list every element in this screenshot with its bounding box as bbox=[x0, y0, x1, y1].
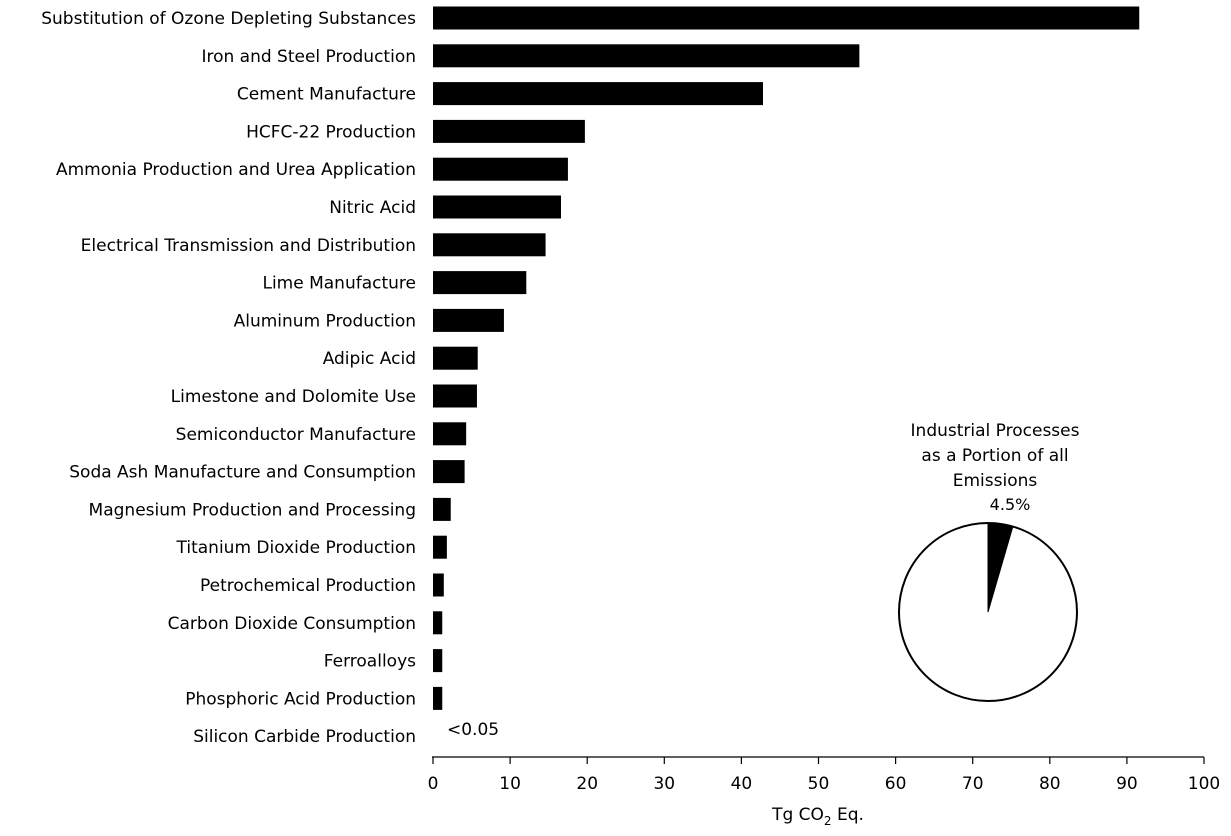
category-label-electrical-transmission-and-distribution: Electrical Transmission and Distribution bbox=[81, 236, 416, 256]
x-tick-label-0: 0 bbox=[428, 774, 439, 794]
bar-petrochemical-production bbox=[433, 573, 444, 597]
x-tick-label-40: 40 bbox=[731, 774, 753, 794]
category-label-semiconductor-manufacture: Semiconductor Manufacture bbox=[176, 425, 416, 445]
category-label-iron-and-steel-production: Iron and Steel Production bbox=[201, 47, 416, 67]
x-tick-label-20: 20 bbox=[576, 774, 598, 794]
bar-soda-ash-manufacture-and-consumption bbox=[433, 460, 465, 484]
bar-carbon-dioxide-consumption bbox=[433, 611, 443, 635]
category-label-ammonia-production-and-urea-application: Ammonia Production and Urea Application bbox=[56, 160, 416, 180]
bar-ammonia-production-and-urea-application bbox=[433, 157, 568, 181]
bar-lime-manufacture bbox=[433, 271, 527, 295]
x-tick-label-10: 10 bbox=[499, 774, 521, 794]
bar-magnesium-production-and-processing bbox=[433, 497, 451, 521]
bar-ferroalloys bbox=[433, 649, 443, 673]
x-tick-label-70: 70 bbox=[962, 774, 984, 794]
category-label-titanium-dioxide-production: Titanium Dioxide Production bbox=[176, 538, 416, 558]
bar-iron-and-steel-production bbox=[433, 44, 860, 68]
category-label-magnesium-production-and-processing: Magnesium Production and Processing bbox=[89, 500, 416, 520]
pie-title-line-1: Industrial Processes bbox=[911, 421, 1080, 441]
category-label-carbon-dioxide-consumption: Carbon Dioxide Consumption bbox=[168, 614, 416, 634]
x-axis-label: Tg CO2 Eq. bbox=[771, 805, 864, 828]
bar-phosphoric-acid-production bbox=[433, 686, 443, 710]
pie-title-line-2: as a Portion of all bbox=[921, 446, 1068, 466]
x-axis-ticks: 0 10 20 30 40 50 60 70 80 90 100 bbox=[428, 757, 1220, 794]
bar-cement-manufacture bbox=[433, 82, 763, 106]
bar-limestone-and-dolomite-use bbox=[433, 384, 477, 408]
category-label-limestone-and-dolomite-use: Limestone and Dolomite Use bbox=[171, 387, 416, 407]
x-tick-label-30: 30 bbox=[653, 774, 675, 794]
x-tick-label-80: 80 bbox=[1039, 774, 1061, 794]
category-label-substitution-of-ozone-depleting-substances: Substitution of Ozone Depleting Substanc… bbox=[41, 9, 416, 29]
pie-slices bbox=[898, 522, 1078, 702]
bar-nitric-acid bbox=[433, 195, 561, 219]
bar-annotations: <0.05 bbox=[447, 720, 499, 740]
category-label-petrochemical-production: Petrochemical Production bbox=[200, 576, 416, 596]
category-label-hcfc-22-production: HCFC-22 Production bbox=[246, 122, 416, 142]
category-label-nitric-acid: Nitric Acid bbox=[329, 198, 416, 218]
bar-aluminum-production bbox=[433, 308, 504, 332]
category-label-soda-ash-manufacture-and-consumption: Soda Ash Manufacture and Consumption bbox=[69, 463, 416, 483]
category-label-lime-manufacture: Lime Manufacture bbox=[262, 274, 416, 294]
category-labels: Substitution of Ozone Depleting Substanc… bbox=[41, 9, 416, 747]
pie-slice-label: 4.5% bbox=[990, 495, 1031, 514]
bar-chart bbox=[433, 6, 1140, 710]
category-label-adipic-acid: Adipic Acid bbox=[323, 349, 416, 369]
pie-slice-0 bbox=[987, 522, 1014, 613]
category-label-ferroalloys: Ferroalloys bbox=[324, 652, 416, 672]
bar-adipic-acid bbox=[433, 346, 478, 370]
bar-electrical-transmission-and-distribution bbox=[433, 233, 546, 257]
category-label-phosphoric-acid-production: Phosphoric Acid Production bbox=[185, 689, 416, 709]
x-axis-label-subscript: 2 bbox=[824, 814, 832, 828]
bar-hcfc-22-production bbox=[433, 119, 585, 143]
pie-title-line-3: Emissions bbox=[953, 471, 1038, 491]
category-label-cement-manufacture: Cement Manufacture bbox=[237, 85, 416, 105]
x-tick-label-50: 50 bbox=[808, 774, 830, 794]
x-tick-label-60: 60 bbox=[885, 774, 907, 794]
bar-substitution-of-ozone-depleting-substances bbox=[433, 6, 1140, 30]
annotation-silicon-carbide-production: <0.05 bbox=[447, 720, 499, 740]
bar-titanium-dioxide-production bbox=[433, 535, 447, 559]
pie-chart: Industrial Processes as a Portion of all… bbox=[898, 421, 1080, 702]
x-tick-label-100: 100 bbox=[1188, 774, 1220, 794]
x-tick-label-90: 90 bbox=[1116, 774, 1138, 794]
category-label-aluminum-production: Aluminum Production bbox=[234, 311, 416, 331]
bar-semiconductor-manufacture bbox=[433, 422, 467, 446]
category-label-silicon-carbide-production: Silicon Carbide Production bbox=[193, 727, 416, 747]
